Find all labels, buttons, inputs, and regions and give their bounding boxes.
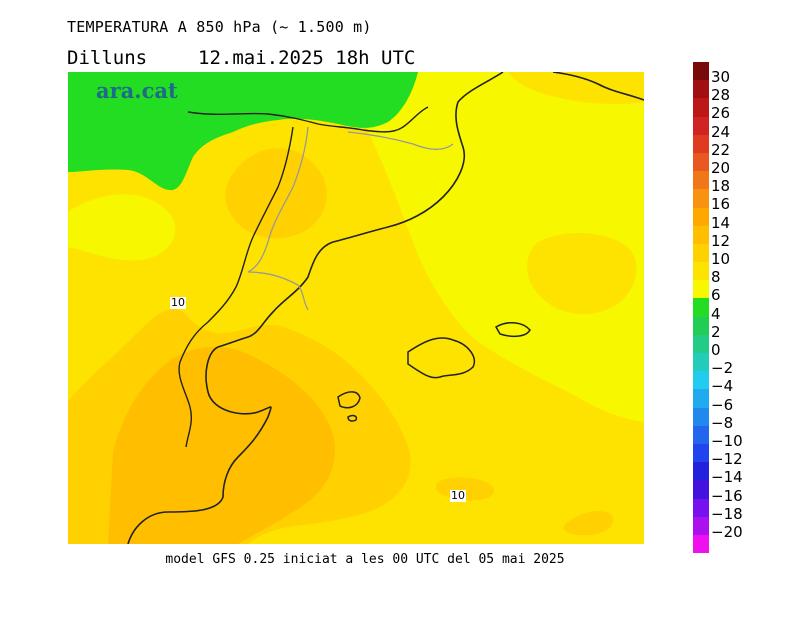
- legend-swatch: [693, 80, 709, 99]
- legend-swatch: [693, 371, 709, 390]
- legend-label: 30: [711, 68, 731, 86]
- legend-label: 14: [711, 213, 731, 232]
- legend-label: 22: [711, 140, 731, 159]
- color-scale-bar: [693, 62, 709, 554]
- legend-label: 2: [711, 322, 721, 341]
- forecast-day: Dilluns: [67, 47, 148, 69]
- legend-swatch: [693, 425, 709, 444]
- legend-swatch: [693, 207, 709, 226]
- legend-label: −6: [711, 395, 734, 414]
- legend-label: 6: [711, 286, 721, 305]
- contour-label-west: 10: [170, 296, 186, 309]
- chart-title: TEMPERATURA A 850 hPa (~ 1.500 m): [67, 18, 372, 36]
- temperature-field: [68, 72, 644, 544]
- legend-swatch: [693, 152, 709, 172]
- legend-swatch: [693, 462, 709, 481]
- legend-label: 12: [711, 231, 731, 250]
- legend-label: 16: [711, 195, 731, 214]
- ara-cat-logo: ara.cat: [96, 78, 178, 103]
- legend-swatch: [693, 189, 709, 208]
- legend-label: 24: [711, 122, 731, 141]
- legend-label: −16: [711, 486, 743, 505]
- legend-label: −14: [711, 468, 743, 487]
- contour-label-south: 10: [450, 489, 466, 502]
- model-info-footer: model GFS 0.25 iniciat a les 00 UTC del …: [165, 552, 565, 567]
- legend-swatch: [693, 62, 709, 81]
- legend-label: 0: [711, 341, 721, 359]
- border-catalonia: [178, 126, 294, 448]
- island-ibiza: [337, 391, 361, 409]
- island-menorca: [494, 322, 531, 338]
- legend-swatch: [693, 316, 709, 335]
- legend-label: 26: [711, 104, 731, 123]
- legend-swatch: [693, 498, 709, 517]
- legend-swatch: [693, 262, 709, 281]
- temperature-map: [68, 72, 644, 544]
- legend-swatch: [693, 243, 709, 263]
- legend-label: 8: [711, 268, 721, 287]
- band-10-12-se: [563, 510, 614, 536]
- legend-label: 10: [711, 250, 731, 268]
- legend-label: −20: [711, 523, 743, 541]
- legend-swatch: [693, 298, 709, 317]
- legend-swatch: [693, 280, 709, 299]
- legend-label: −12: [711, 450, 743, 469]
- region-border: [247, 126, 454, 311]
- legend-swatch: [693, 443, 709, 463]
- legend-label: 28: [711, 86, 731, 105]
- legend-swatch: [693, 389, 709, 408]
- legend-label: 20: [711, 159, 731, 177]
- band-8-10-east: [526, 232, 637, 315]
- band-4-6-ne: [508, 72, 644, 104]
- legend-label: −10: [711, 432, 743, 450]
- legend-swatch: [693, 134, 709, 153]
- coastline: [127, 72, 644, 544]
- legend-swatch: [693, 171, 709, 190]
- legend-label: −8: [711, 413, 734, 432]
- legend-label: −4: [711, 377, 734, 396]
- legend-swatch: [693, 407, 709, 426]
- legend-swatch: [693, 334, 709, 353]
- legend-label: 4: [711, 304, 721, 323]
- band-6-8: [364, 72, 644, 422]
- band-12-14: [108, 346, 336, 544]
- legend-label: −2: [711, 359, 734, 378]
- band-6-8-west: [68, 194, 176, 261]
- legend-swatch: [693, 353, 709, 372]
- legend-label: −18: [711, 504, 743, 523]
- legend-swatch: [693, 98, 709, 117]
- legend-swatch: [693, 534, 709, 554]
- island-mallorca: [407, 337, 475, 379]
- legend-label: 18: [711, 177, 731, 196]
- border-france: [187, 106, 429, 133]
- legend-swatch: [693, 516, 709, 535]
- forecast-datetime: 12.mai.2025 18h UTC: [198, 47, 416, 69]
- legend-swatch: [693, 116, 709, 135]
- island-formentera: [347, 414, 358, 422]
- band-4-6: [68, 72, 418, 191]
- band-10-12-north: [225, 148, 327, 239]
- legend-swatch: [693, 480, 709, 499]
- legend-swatch: [693, 225, 709, 244]
